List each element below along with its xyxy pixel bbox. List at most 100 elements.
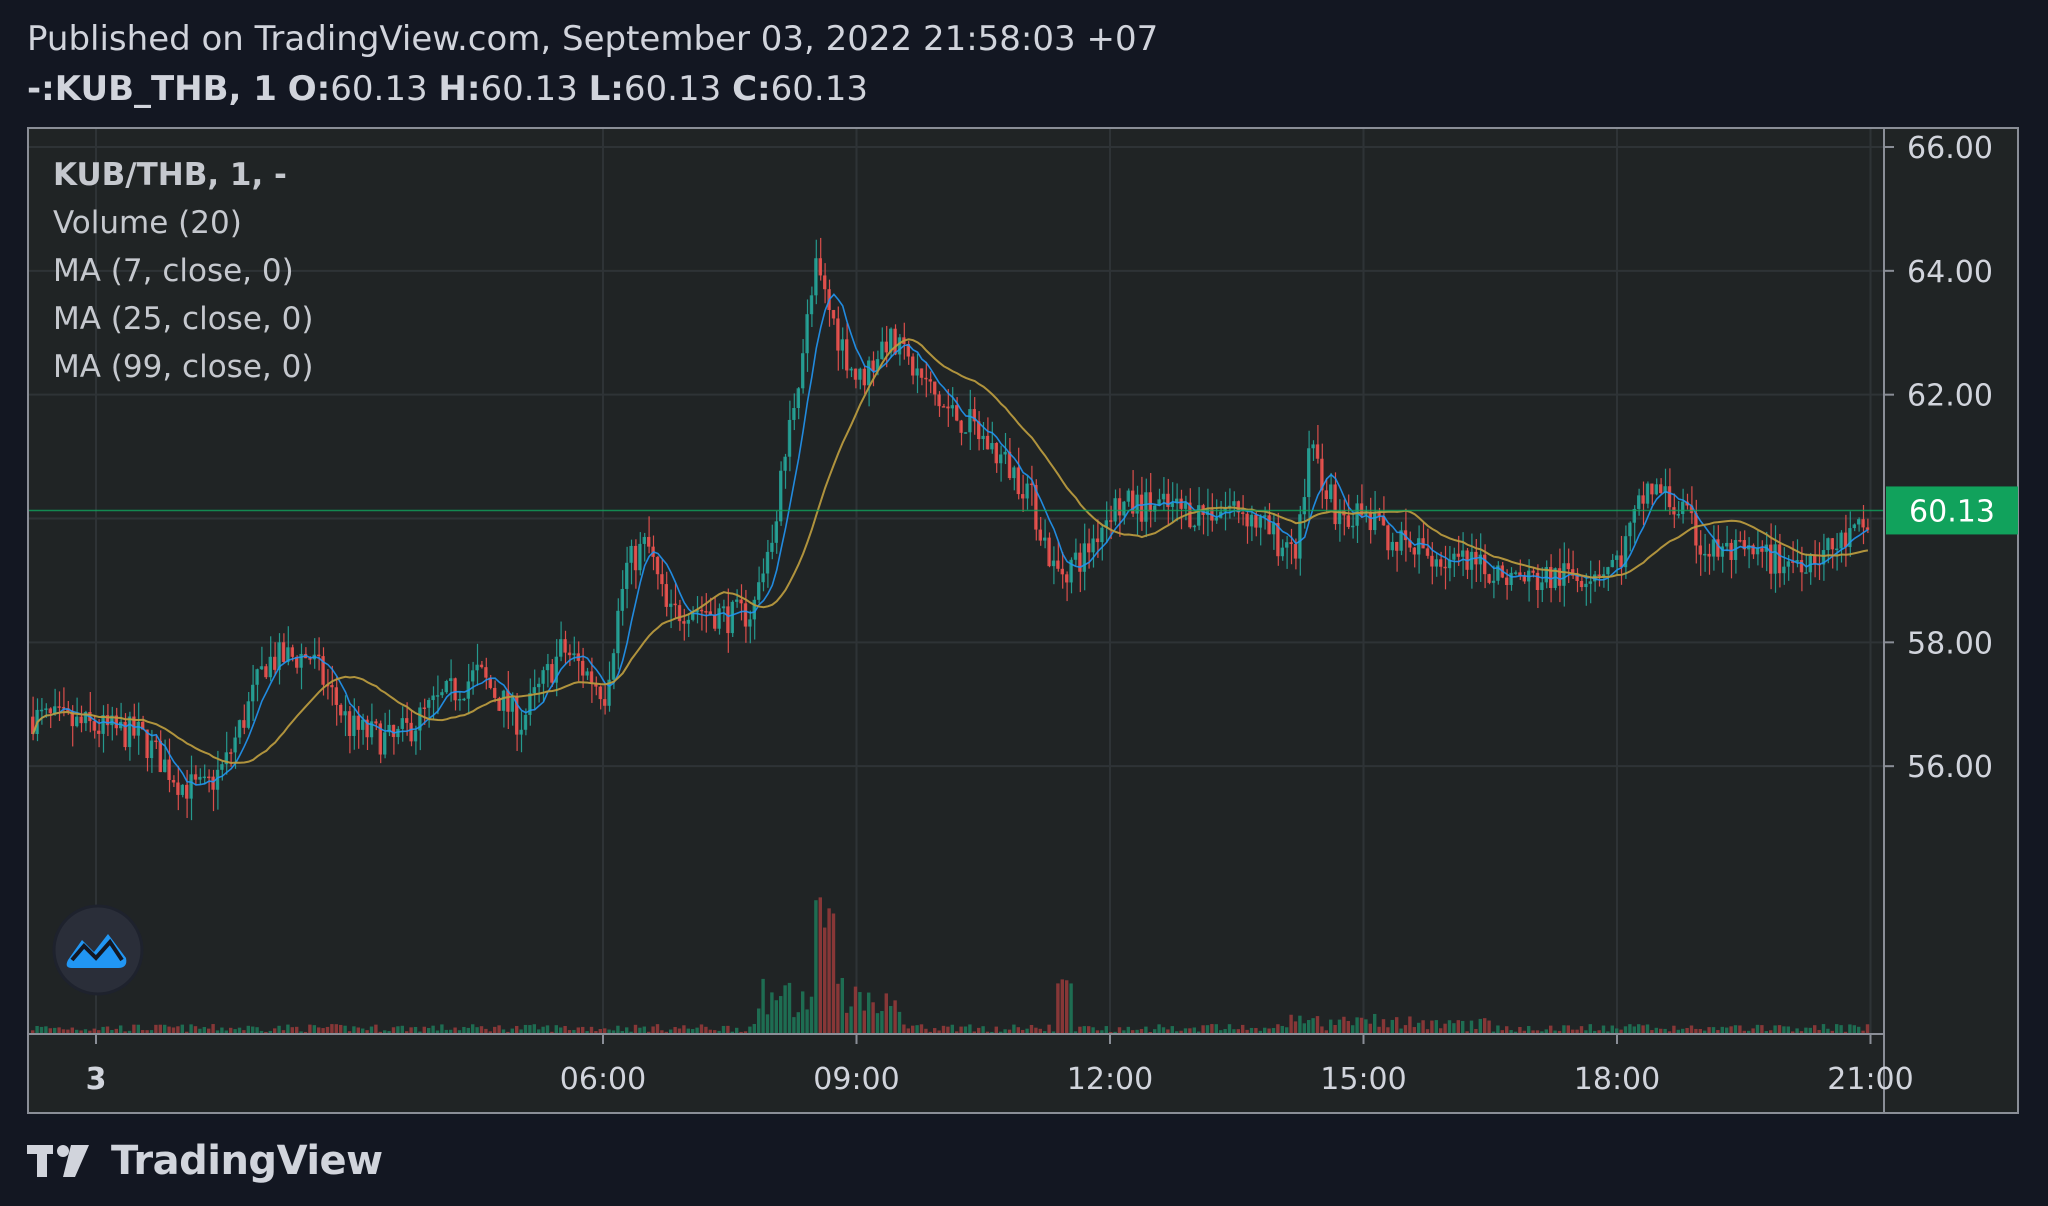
volume-bar: [1738, 1025, 1742, 1034]
volume-bar: [281, 1030, 286, 1034]
x-tick-label: 12:00: [1067, 1062, 1153, 1097]
volume-bar: [101, 1026, 105, 1034]
candle-body: [620, 588, 624, 611]
volume-bar: [787, 982, 792, 1034]
candle-body: [215, 769, 220, 790]
candle-body: [655, 556, 660, 575]
candle-body: [374, 721, 378, 724]
candle-body: [1579, 580, 1584, 588]
volume-bar: [783, 985, 787, 1034]
chart-frame[interactable]: [27, 127, 2019, 1114]
candle-body: [83, 712, 88, 724]
candle-body: [1628, 522, 1632, 537]
volume-bar: [1505, 1026, 1509, 1034]
volume-bar: [1742, 1030, 1746, 1034]
volume-bar: [409, 1027, 413, 1034]
volume-bar: [339, 1024, 343, 1034]
candle-body: [924, 377, 928, 380]
volume-bar: [427, 1027, 431, 1034]
volume-bar: [136, 1024, 140, 1034]
volume-bar: [704, 1026, 708, 1034]
candle-body: [1034, 484, 1038, 530]
volume-bar: [1786, 1026, 1790, 1034]
volume-bar: [1826, 1028, 1830, 1034]
low-value: 60.13: [623, 69, 722, 109]
candle-body: [1835, 548, 1839, 551]
volume-bar: [1289, 1014, 1293, 1034]
volume-bar: [1245, 1029, 1249, 1034]
candle-body: [739, 599, 743, 604]
volume-bar: [321, 1028, 325, 1034]
candle-body: [1843, 532, 1848, 548]
candle-body: [1584, 583, 1588, 588]
volume-bar: [796, 1012, 800, 1034]
volume-bar: [1311, 1018, 1315, 1034]
candle-body: [1698, 545, 1702, 555]
volume-bar: [185, 1031, 189, 1034]
candle-body: [545, 664, 550, 671]
volume-bar: [950, 1024, 954, 1034]
volume-bar: [906, 1028, 910, 1034]
volume-bar: [1170, 1026, 1174, 1034]
candle-body: [1588, 581, 1592, 584]
x-tick-label: 18:00: [1574, 1062, 1660, 1097]
candle-body: [999, 454, 1003, 464]
volume-bar: [1254, 1028, 1258, 1034]
volume-bar: [1487, 1020, 1491, 1034]
candle-body: [259, 666, 264, 670]
volume-bar: [510, 1028, 514, 1034]
candle-body: [1003, 451, 1007, 455]
volume-bar: [717, 1030, 721, 1034]
candle-body: [1777, 544, 1782, 574]
volume-bar: [1117, 1027, 1122, 1034]
candle-body: [1813, 555, 1817, 564]
candle-body: [334, 687, 338, 705]
volume-bar: [523, 1024, 528, 1034]
candle-body: [972, 409, 976, 422]
candle-body: [1082, 543, 1086, 572]
candle-body: [1733, 540, 1738, 560]
volume-bar: [1285, 1027, 1289, 1034]
volume-bar: [1082, 1026, 1086, 1034]
volume-bar: [1434, 1020, 1438, 1034]
volume-bar: [1307, 1020, 1311, 1034]
candle-body: [669, 603, 673, 607]
volume-bar: [1725, 1027, 1729, 1034]
volume-bar: [1153, 1029, 1157, 1034]
volume-bar: [1091, 1027, 1095, 1034]
candle-body: [994, 443, 998, 464]
tradingview-badge-icon[interactable]: [52, 904, 144, 996]
volume-bar: [1579, 1026, 1584, 1034]
candle-body: [1351, 525, 1355, 528]
volume-bar: [1456, 1020, 1460, 1034]
volume-bar: [730, 1031, 734, 1034]
candle-body: [163, 759, 167, 773]
last-price-value: 60.13: [1909, 494, 1995, 529]
volume-bar: [959, 1026, 963, 1034]
volume-bar: [660, 1030, 664, 1034]
candle-body: [1377, 511, 1381, 517]
candle-body: [1311, 444, 1315, 449]
volume-bar: [1439, 1028, 1443, 1034]
volume-bar: [1047, 1024, 1051, 1034]
candle-body: [1412, 547, 1416, 555]
volume-bar: [1263, 1027, 1267, 1034]
candle-body: [167, 759, 171, 781]
candle-body: [268, 656, 272, 678]
candle-body: [1505, 577, 1509, 586]
candle-body: [1742, 540, 1746, 550]
volume-bar: [801, 991, 805, 1034]
volume-bar: [1430, 1020, 1434, 1034]
y-tick-label: 66.00: [1907, 131, 1993, 166]
candle-body: [1214, 517, 1218, 521]
candle-body: [664, 584, 668, 607]
volume-bar: [1408, 1016, 1412, 1034]
volume-bar: [1698, 1029, 1702, 1034]
candle-body: [563, 639, 567, 653]
candle-body: [1060, 568, 1064, 575]
candle-body: [1109, 520, 1113, 522]
volume-bar: [563, 1025, 567, 1034]
candle-body: [1439, 559, 1443, 567]
candle-body: [1236, 501, 1240, 513]
